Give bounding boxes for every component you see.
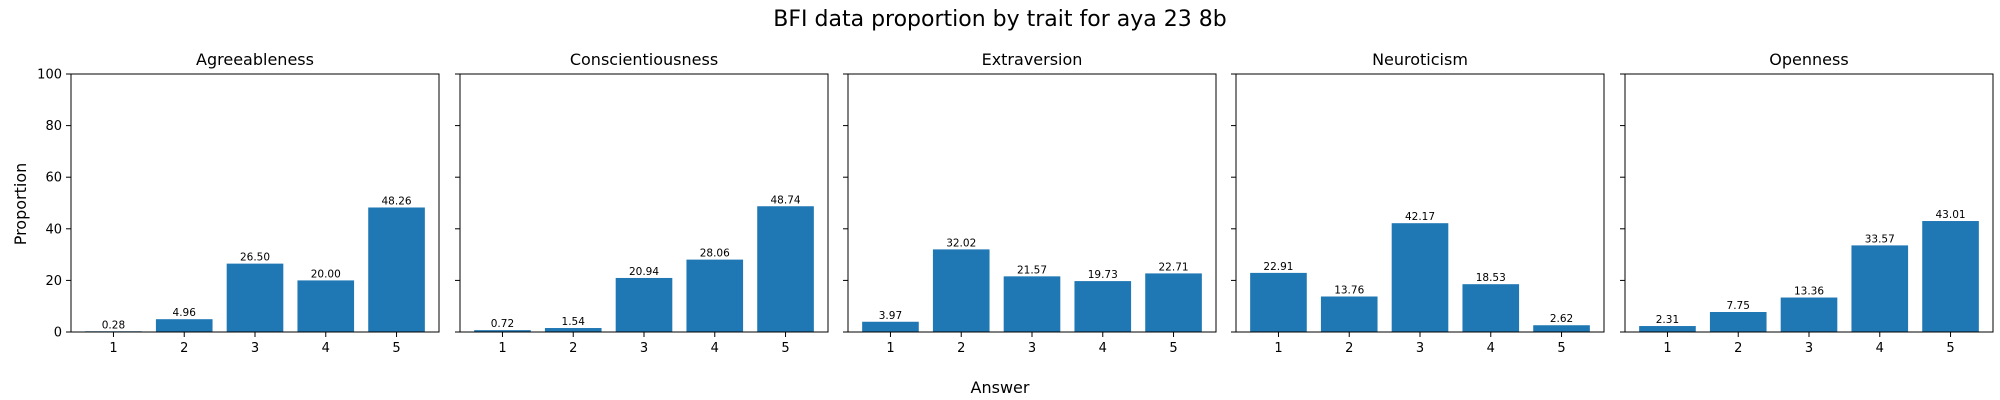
x-tick-label: 1 [1274, 341, 1282, 356]
bar [757, 206, 814, 332]
x-tick-label: 3 [1805, 341, 1813, 356]
panel-extraversion: 3.97 32.02 21.57 19.73 22.71 Extraversion 1 2 3 4… [843, 50, 1217, 356]
data-label: 20.94 [629, 266, 659, 278]
x-tick-label: 1 [1663, 341, 1671, 356]
chart-panels: 0.28 4.96 26.50 20.00 48.26 Agreeableness 1 2 3 4… [37, 50, 1994, 356]
x-tick-label: 1 [498, 341, 506, 356]
y-tick-label: 80 [45, 119, 62, 134]
x-tick-label: 3 [251, 341, 259, 356]
panel-title: Extraversion [982, 50, 1083, 69]
bar [1851, 245, 1909, 332]
data-label: 26.50 [240, 252, 270, 264]
bar [155, 319, 213, 332]
x-tick-label: 5 [392, 341, 400, 356]
panel-conscientiousness: 0.72 1.54 20.94 28.06 48.74 Conscientiousness… [455, 50, 829, 356]
data-label: 28.06 [700, 248, 730, 260]
bar [226, 263, 284, 332]
data-label: 2.62 [1550, 313, 1573, 325]
bar [474, 330, 531, 332]
bar [686, 259, 744, 332]
data-label: 22.91 [1263, 261, 1293, 273]
x-tick-label: 4 [711, 341, 719, 356]
panel-neuroticism: 22.91 13.76 42.17 18.53 2.62 Neuroticism 1 2 3 4 5 [1231, 50, 1605, 356]
x-tick-label: 4 [1099, 341, 1107, 356]
x-tick-label: 3 [1028, 341, 1036, 356]
bar [1639, 326, 1696, 332]
chart-title: BFI data proportion by trait for aya 23 … [773, 7, 1226, 32]
panel-title: Openness [1769, 50, 1848, 69]
data-label: 18.53 [1476, 272, 1506, 284]
bar [1533, 325, 1590, 332]
panel-openness: 2.31 7.75 13.36 33.57 43.01 Openness 1 2 3 4 5 [1620, 50, 1994, 356]
x-tick-label: 2 [957, 341, 965, 356]
data-label: 32.02 [946, 237, 976, 249]
bar [1003, 276, 1061, 332]
data-label: 13.76 [1334, 285, 1364, 297]
panel-agreeableness: 0.28 4.96 26.50 20.00 48.26 Agreeableness 1 2 3 4… [37, 50, 440, 356]
x-tick-label: 2 [1345, 341, 1353, 356]
x-tick-label: 2 [569, 341, 577, 356]
bar [615, 277, 673, 332]
data-label: 42.17 [1405, 211, 1435, 223]
bar [1391, 223, 1449, 332]
x-tick-label: 1 [886, 341, 894, 356]
data-label: 0.28 [102, 319, 125, 331]
x-tick-label: 3 [1416, 341, 1424, 356]
x-tick-label: 4 [1487, 341, 1495, 356]
bar [1780, 297, 1838, 332]
y-tick-label: 20 [45, 274, 62, 289]
bar [1250, 272, 1307, 332]
x-tick-label: 4 [1876, 341, 1884, 356]
y-tick-label: 0 [54, 326, 62, 341]
data-label: 7.75 [1727, 300, 1750, 312]
bar [297, 280, 355, 332]
x-tick-label: 5 [1946, 341, 1954, 356]
data-label: 20.00 [311, 268, 341, 280]
data-label: 13.36 [1794, 286, 1824, 298]
y-tick-label: 60 [45, 171, 62, 186]
x-tick-label: 3 [640, 341, 648, 356]
bar [544, 328, 602, 332]
data-label: 0.72 [491, 318, 514, 330]
data-label: 33.57 [1865, 233, 1895, 245]
bar [1145, 273, 1202, 332]
data-label: 1.54 [562, 316, 586, 328]
data-label: 48.74 [771, 194, 801, 206]
x-tick-label: 2 [1734, 341, 1742, 356]
panel-title: Conscientiousness [570, 50, 718, 69]
x-tick-label: 5 [1557, 341, 1565, 356]
bar [368, 207, 425, 332]
x-tick-label: 5 [781, 341, 789, 356]
data-label: 3.97 [879, 310, 902, 322]
bar [1709, 312, 1767, 332]
data-label: 2.31 [1656, 314, 1679, 326]
data-label: 43.01 [1936, 209, 1966, 221]
panel-title: Neuroticism [1372, 50, 1468, 69]
x-tick-label: 5 [1169, 341, 1177, 356]
data-label: 19.73 [1088, 269, 1118, 281]
x-axis-title: Answer [971, 378, 1030, 397]
y-tick-label: 100 [37, 68, 62, 83]
bar [1074, 281, 1132, 332]
data-label: 21.57 [1017, 264, 1047, 276]
panel-title: Agreeableness [196, 50, 314, 69]
x-tick-label: 4 [322, 341, 330, 356]
data-label: 48.26 [382, 195, 412, 207]
bar [1922, 221, 1979, 332]
x-tick-label: 2 [180, 341, 188, 356]
y-axis-title: Proportion [11, 163, 30, 246]
data-label: 4.96 [173, 307, 197, 319]
bar [1462, 284, 1520, 332]
bar [862, 321, 919, 332]
y-tick-label: 40 [45, 222, 62, 237]
x-tick-label: 1 [109, 341, 117, 356]
bar [1320, 296, 1378, 332]
data-label: 22.71 [1159, 261, 1189, 273]
bar [932, 249, 990, 332]
